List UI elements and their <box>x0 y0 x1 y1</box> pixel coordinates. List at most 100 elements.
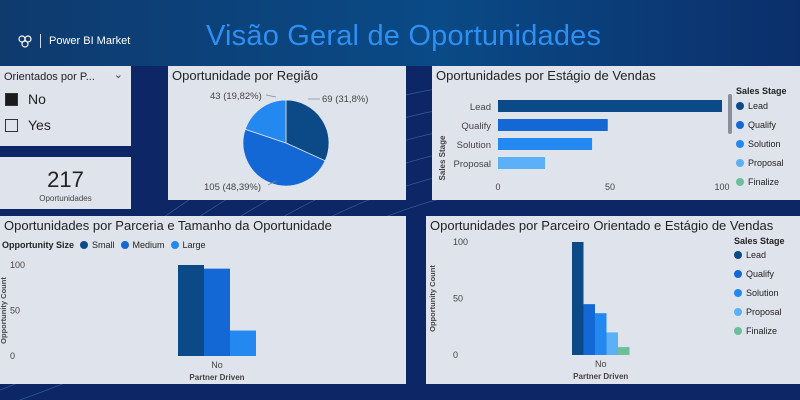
legend-dot-icon <box>734 327 742 335</box>
legend-dot-icon <box>170 241 179 249</box>
legend-label: Lead <box>746 250 767 260</box>
y-tick-label: 50 <box>453 294 463 304</box>
y-axis-title: Sales Stage <box>438 135 447 180</box>
x-axis-title: Partner Driven <box>189 373 244 382</box>
legend-item-solution[interactable]: Solution <box>736 139 781 149</box>
checkbox-icon[interactable] <box>5 118 18 132</box>
legend-dot-icon <box>120 241 129 249</box>
header-bar: Power BI Market Visão Geral de Oportunid… <box>0 0 800 66</box>
legend-label: Solution <box>748 139 781 149</box>
legend-item-proposal[interactable]: Proposal <box>736 158 784 168</box>
size-legend: Opportunity Size Small Medium Large <box>2 240 206 250</box>
partner-stage-chart-panel[interactable]: Oportunidades por Parceiro Orientado e E… <box>426 216 800 384</box>
region-pie-panel[interactable]: Oportunidade por Região 69 (31,8%) 43 (1… <box>168 66 406 200</box>
slicer-option-label: No <box>28 91 46 107</box>
bar-proposal[interactable] <box>498 157 546 169</box>
chevron-down-icon[interactable]: ⌄ <box>113 69 123 81</box>
legend-label: Qualify <box>746 269 775 279</box>
bar-solution[interactable] <box>498 138 593 150</box>
legend-item-lead[interactable]: Lead <box>736 101 768 111</box>
pie-slice-2[interactable] <box>242 128 326 187</box>
bar-lead[interactable] <box>498 100 722 112</box>
y-tick-label: 0 <box>10 351 15 361</box>
legend-item-qualify[interactable]: Qualify <box>734 269 774 279</box>
legend-dot-icon <box>734 308 742 316</box>
y-axis-title: Opportunity Count <box>0 277 8 344</box>
legend-title: Sales Stage <box>734 236 785 246</box>
legend-label: Solution <box>746 288 779 298</box>
legend-label: Proposal <box>748 158 784 168</box>
legend-item-solution[interactable]: Solution <box>734 288 779 298</box>
pie-slice-1[interactable] <box>285 99 330 162</box>
bar-proposal[interactable] <box>606 332 619 355</box>
bar-lead[interactable] <box>572 242 584 355</box>
legend-item-finalize[interactable]: Finalize <box>734 326 777 336</box>
legend-label: Large <box>182 240 206 250</box>
legend-item-small[interactable]: Small <box>80 240 115 250</box>
y-tick-label: 50 <box>10 306 20 316</box>
x-tick-label: 50 <box>605 182 615 192</box>
partner-slicer: Orientados por P... ⌄ No Yes <box>0 66 131 146</box>
legend-dot-icon <box>736 178 744 186</box>
legend-label: Proposal <box>746 307 782 317</box>
legend-dot-icon <box>734 251 742 259</box>
legend-title: Opportunity Size <box>2 240 74 250</box>
y-tick-label: 0 <box>453 350 458 360</box>
bar-medium[interactable] <box>204 268 230 356</box>
bar-qualify[interactable] <box>583 304 596 355</box>
pie-slice-3[interactable] <box>244 99 287 144</box>
legend-dot-icon <box>736 140 744 148</box>
region-pie-chart[interactable]: 69 (31,8%) 43 (19,82%) 105 (48,39%) <box>168 66 406 200</box>
y-tick-label: 100 <box>10 260 25 270</box>
legend-dot-icon <box>734 289 742 297</box>
kpi-card: 217 Oportunidades <box>0 157 131 209</box>
x-tick-label: 0 <box>495 182 500 192</box>
brand-logo[interactable]: Power BI Market <box>18 34 130 48</box>
legend-label: Finalize <box>748 177 780 187</box>
legend-item-qualify[interactable]: Qualify <box>736 120 776 130</box>
y-tick-label-proposal: Proposal <box>454 159 492 170</box>
stage-bar-panel[interactable]: Oportunidades por Estágio de Vendas Sale… <box>432 66 800 200</box>
kpi-label: Oportunidades <box>39 194 92 203</box>
slicer-title: Orientados por P... <box>4 71 95 83</box>
partnership-chart-panel[interactable]: Oportunidades por Parceria e Tamanho da … <box>0 216 406 384</box>
legend-dot-icon <box>734 270 742 278</box>
x-tick-label: No <box>211 360 223 370</box>
legend-label: Lead <box>748 101 769 111</box>
legend-dot-icon <box>736 121 744 129</box>
page-title: Visão Geral de Oportunidades <box>206 20 602 52</box>
bar-qualify[interactable] <box>498 119 608 131</box>
legend-item-proposal[interactable]: Proposal <box>734 307 782 317</box>
slicer-option-yes[interactable]: Yes <box>5 117 51 133</box>
y-tick-label-qualify: Qualify <box>461 121 491 132</box>
x-tick-label: No <box>595 359 607 369</box>
legend-label: Finalize <box>746 326 778 336</box>
x-tick-label: 100 <box>714 182 729 192</box>
region-chart-title: Oportunidade por Região <box>172 68 318 83</box>
partner-stage-column-chart[interactable]: Opportunity Count 0 50 100 No Partner Driven <box>426 216 726 384</box>
legend-item-lead[interactable]: Lead <box>734 250 766 260</box>
stage-chart-title: Oportunidades por Estágio de Vendas <box>436 68 656 83</box>
legend-scrollbar[interactable] <box>728 94 732 134</box>
pie-label-slice-1: 69 (31,8%) <box>322 94 368 105</box>
checkbox-checked-icon[interactable] <box>5 92 18 106</box>
slicer-option-label: Yes <box>28 117 51 133</box>
x-axis-title: Partner Driven <box>573 372 628 381</box>
legend-item-medium[interactable]: Medium <box>120 240 165 250</box>
legend-label: Medium <box>132 240 165 250</box>
brand-separator <box>40 34 41 48</box>
legend-item-finalize[interactable]: Finalize <box>736 177 779 187</box>
legend-item-large[interactable]: Large <box>170 240 206 250</box>
y-tick-label: 100 <box>453 237 468 247</box>
kpi-value: 217 <box>47 167 84 192</box>
legend-label: Small <box>92 240 115 250</box>
bar-finalize[interactable] <box>618 347 630 355</box>
bar-small[interactable] <box>178 265 204 356</box>
slicer-option-no[interactable]: No <box>5 91 46 107</box>
stage-bar-chart[interactable]: Sales Stage Lead Qualify Solution Proposal 0… <box>432 66 732 200</box>
bar-large[interactable] <box>230 330 256 356</box>
bar-solution[interactable] <box>595 313 607 355</box>
y-tick-label-lead: Lead <box>470 102 491 113</box>
legend-title: Sales Stage <box>736 86 787 96</box>
